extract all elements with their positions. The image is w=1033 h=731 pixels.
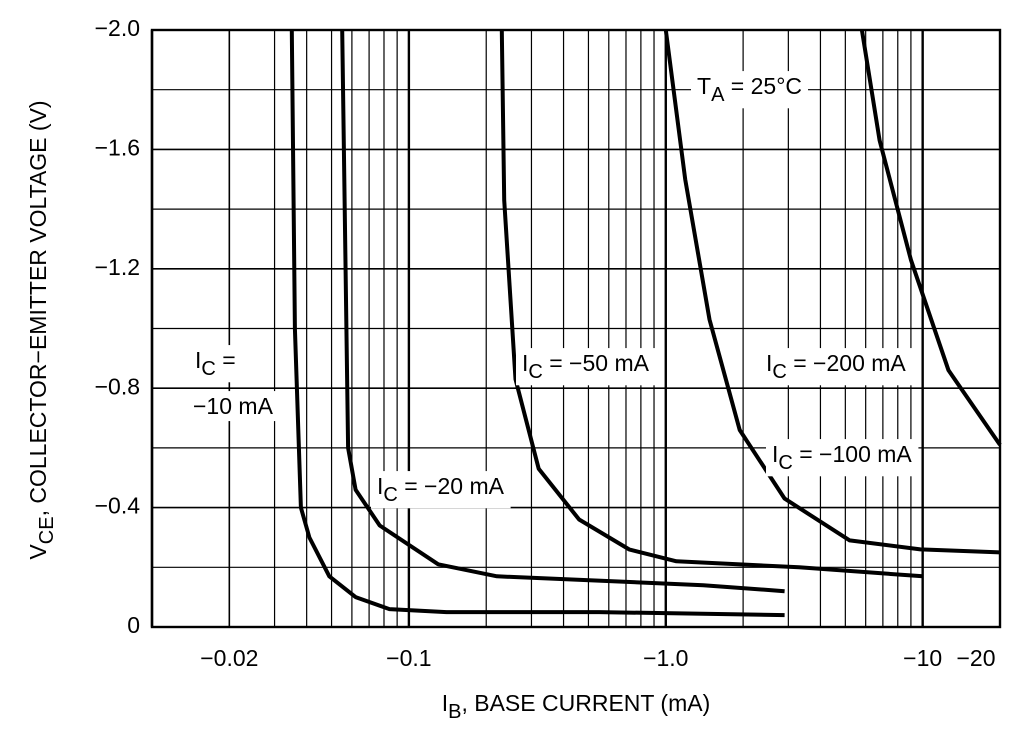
y-axis-label-sub: CE [36,516,58,544]
x-tick-label: −1.0 [643,645,688,671]
curve-label: IC = −50 mA [522,350,650,383]
label-background [187,391,280,422]
chart-title-sub: A [711,84,725,106]
x-axis-label-rest: , BASE CURRENT (mA) [461,690,710,716]
label-background [371,471,511,509]
curve [663,29,1001,555]
x-axis-label-sub: B [448,701,461,723]
x-axis-label: IB, BASE CURRENT (mA) [442,690,711,723]
curve-label-sub: C [201,358,215,380]
label-background [516,348,656,386]
curve-label-main: I [522,350,528,376]
curve-label-sub: C [528,361,542,383]
chart-title-rest: = 25°C [724,73,802,99]
label-background [766,439,919,477]
curve-label-rest: = −50 mA [543,350,650,376]
curve [859,29,1002,447]
curve-label: IC = [195,347,236,380]
y-axis-label-main: V [25,544,51,560]
curve-label: IC = −20 mA [377,473,505,506]
y-tick-label: −0.4 [95,493,141,519]
curve [340,29,785,594]
chart-title: TA = 25°C [697,73,802,106]
x-tick-label: −10 [903,645,942,671]
curve-label-rest: = −200 mA [787,350,907,376]
y-tick-label: 0 [127,612,140,638]
curve-label-sub: C [772,361,786,383]
curve [499,29,923,579]
curve-label-rest: = [216,347,236,373]
y-tick-label: −2.0 [95,15,140,41]
curve-label-rest: = −20 mA [398,473,505,499]
curve-label-sub: C [383,484,397,506]
curve-label: IC = −100 mA [772,441,912,474]
x-axis-label-main: I [442,690,448,716]
y-tick-label: −0.8 [95,373,140,399]
label-background [691,71,809,109]
x-tick-label: −0.02 [200,645,258,671]
curve-label-main: I [772,441,778,467]
y-tick-label: −1.2 [95,254,140,280]
curve-label-rest: = −100 mA [793,441,913,467]
y-axis-label-rest: , COLLECTOR−EMITTER VOLTAGE (V) [25,100,51,516]
curve-label: IC = −200 mA [766,350,906,383]
plot-frame [150,28,1002,629]
curve-label-sub: C [778,452,792,474]
curve [289,29,785,618]
y-tick-label: −1.6 [95,134,140,160]
curve-label-line2: −10 mA [193,393,274,419]
curve-label-main: I [766,350,772,376]
curve-label-main: I [195,347,201,373]
chart-title-main: T [697,73,711,99]
label-background [760,348,913,386]
x-tick-label: −20 [956,645,995,671]
y-axis-label: VCE, COLLECTOR−EMITTER VOLTAGE (V) [25,100,58,559]
x-tick-label: −0.1 [386,645,431,671]
curve-label-main: I [377,473,383,499]
label-background [189,345,242,383]
